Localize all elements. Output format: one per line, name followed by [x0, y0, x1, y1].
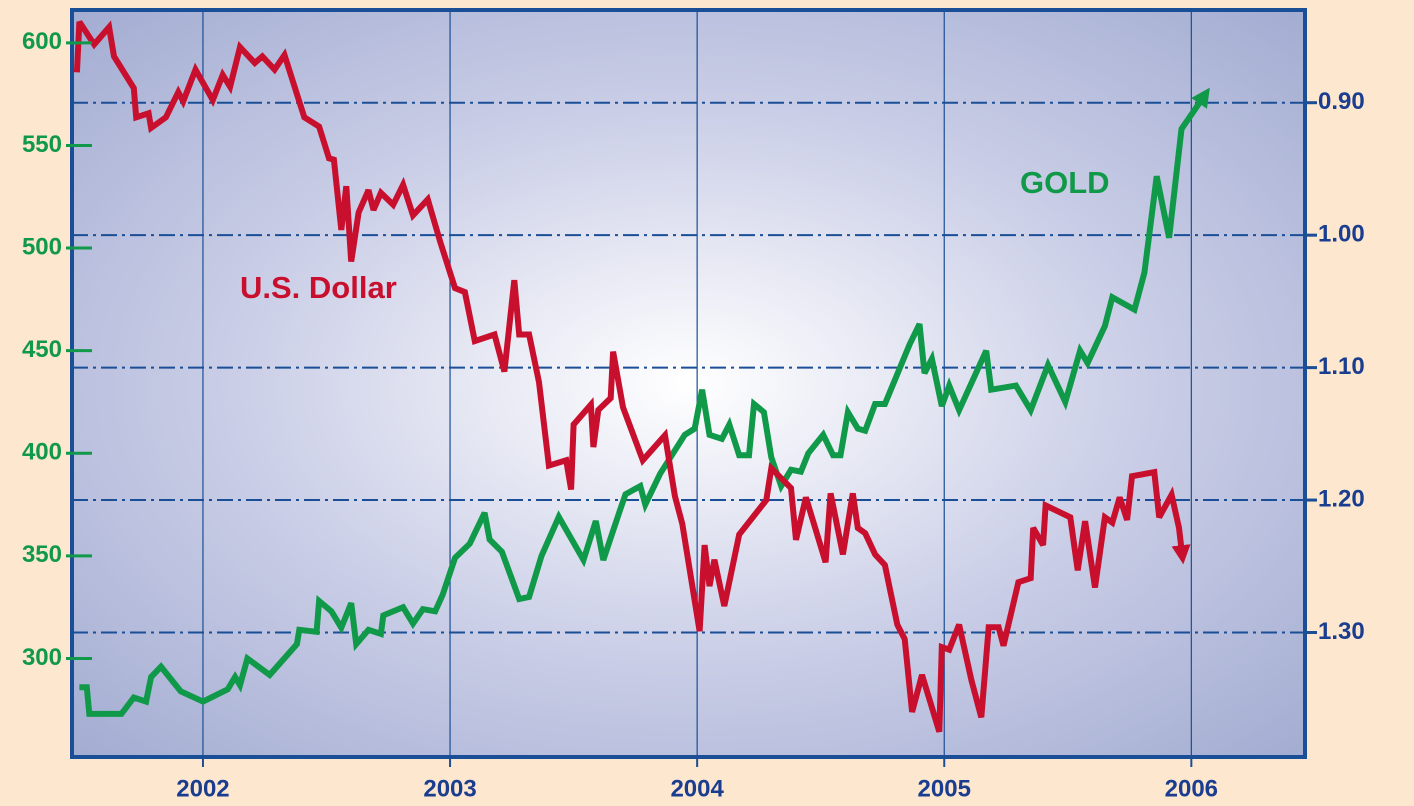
- series-label: U.S. Dollar: [240, 270, 397, 305]
- y-tick-label: 450: [22, 336, 62, 363]
- y-tick-label: 600: [22, 28, 62, 55]
- series-line: [79, 87, 1210, 717]
- y2-tick-label: 0.90: [1318, 88, 1365, 115]
- y-tick-label: 550: [22, 131, 62, 158]
- series-label: GOLD: [1020, 165, 1110, 200]
- y2-tick-label: 1.00: [1318, 221, 1365, 248]
- y2-tick-label: 1.20: [1318, 485, 1365, 512]
- x-tick-label: 2004: [670, 775, 724, 802]
- x-tick-label: 2003: [423, 775, 476, 802]
- x-tick-label: 2002: [176, 775, 229, 802]
- y-tick-label: 400: [22, 439, 62, 466]
- plot-frame: [70, 8, 1307, 759]
- series-line: [73, 20, 1191, 733]
- y-tick-label: 350: [22, 541, 62, 568]
- y2-tick-label: 1.30: [1318, 618, 1365, 645]
- plot-area: [72, 10, 1305, 757]
- x-tick-label: 2006: [1165, 775, 1218, 802]
- y2-tick-label: 1.10: [1318, 353, 1365, 380]
- y-tick-label: 500: [22, 233, 62, 260]
- x-tick-label: 2005: [918, 775, 971, 802]
- y-tick-label: 300: [22, 644, 62, 671]
